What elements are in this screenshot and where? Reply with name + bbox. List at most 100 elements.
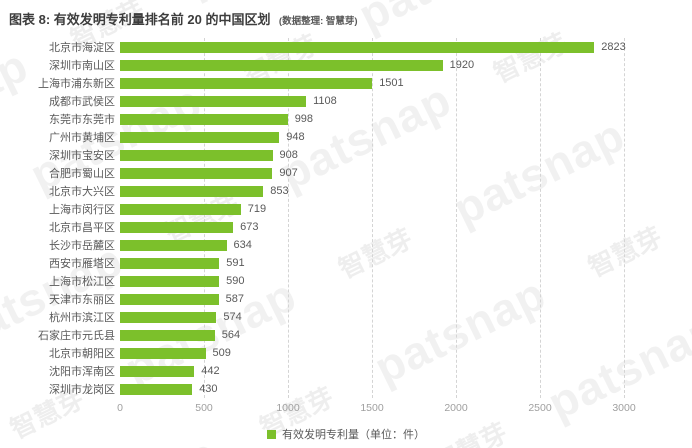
bar (120, 77, 373, 89)
chart-row: 深圳市宝安区 908 (0, 146, 692, 164)
category-label: 天津市东丽区 (49, 294, 115, 306)
bar (120, 95, 307, 107)
chart-row: 天津市东丽区 587 (0, 290, 692, 308)
bar-chart-plot-area: 北京市海淀区 2823 深圳市南山区 1920 上海市浦东新区 1501 成都市武侯区 110… (0, 38, 692, 398)
value-label: 907 (279, 167, 298, 179)
value-label: 574 (223, 311, 242, 323)
bar (120, 365, 195, 377)
category-label: 东莞市东莞市 (49, 114, 115, 126)
category-label: 北京市朝阳区 (49, 348, 115, 360)
category-label: 上海市松江区 (49, 276, 115, 288)
chart-row: 西安市雁塔区 591 (0, 254, 692, 272)
chart-row: 北京市大兴区 853 (0, 182, 692, 200)
bar (120, 311, 217, 323)
x-tick-label: 3000 (612, 402, 636, 414)
category-label: 深圳市龙岗区 (49, 384, 115, 396)
chart-title: 图表 8: 有效发明专利量排名前 20 的中国区划 (数据整理: 智慧芽) (0, 0, 692, 29)
bar (120, 347, 206, 359)
bar (120, 203, 241, 215)
chart-row: 石家庄市元氏县 564 (0, 326, 692, 344)
value-label: 719 (247, 203, 267, 215)
value-label: 853 (270, 185, 289, 197)
value-label: 430 (199, 383, 218, 395)
chart-title-note: (数据整理: 智慧芽) (278, 16, 358, 27)
value-label: 673 (240, 221, 259, 233)
gridline-layer (120, 38, 625, 398)
value-label: 587 (225, 293, 244, 305)
x-tick-label: 2500 (528, 402, 552, 414)
value-label: 1501 (379, 77, 404, 89)
chart-row: 北京市昌平区 673 (0, 218, 692, 236)
value-label: 1108 (313, 95, 337, 107)
bar (120, 41, 595, 53)
legend-color-swatch (267, 429, 276, 439)
category-label: 石家庄市元氏县 (38, 330, 115, 342)
value-label: 1920 (449, 59, 475, 71)
category-label: 西安市雁塔区 (49, 258, 115, 270)
chart-row: 北京市海淀区 2823 (0, 38, 692, 56)
bar (120, 293, 219, 305)
bar (120, 239, 227, 251)
x-tick-label: 1000 (276, 402, 300, 414)
chart-row: 成都市武侯区 1108 (0, 92, 692, 110)
category-label: 成都市武侯区 (49, 96, 115, 108)
category-label: 沈阳市浑南区 (49, 366, 115, 378)
category-label: 北京市昌平区 (49, 222, 115, 234)
category-label: 上海市浦东新区 (38, 78, 115, 90)
chart-row: 东莞市东莞市 998 (0, 110, 692, 128)
chart-row: 深圳市龙岗区 430 (0, 380, 692, 398)
chart-row: 上海市浦东新区 1501 (0, 74, 692, 92)
gridline (624, 38, 625, 398)
gridline (288, 38, 289, 398)
value-label: 509 (212, 347, 231, 359)
bar (120, 113, 288, 125)
bar (120, 131, 280, 143)
bar (120, 275, 220, 287)
chart-row: 沈阳市浑南区 442 (0, 362, 692, 380)
chart-legend: 有效发明专利量（单位：件） (0, 426, 692, 442)
chart-row: 长沙市岳麓区 634 (0, 236, 692, 254)
chart-row: 广州市黄埔区 948 (0, 128, 692, 146)
chart-row: 北京市朝阳区 509 (0, 344, 692, 362)
bar (120, 221, 234, 233)
category-label: 上海市闵行区 (49, 204, 115, 216)
value-label: 564 (221, 329, 241, 341)
value-label: 998 (294, 113, 314, 125)
gridline (372, 38, 373, 398)
category-label: 深圳市南山区 (49, 60, 115, 72)
legend-label: 有效发明专利量（单位：件） (282, 429, 425, 441)
category-label: 北京市海淀区 (49, 42, 115, 54)
bar (120, 149, 273, 161)
value-label: 2823 (601, 41, 626, 53)
bar (120, 185, 264, 197)
bar-rows: 北京市海淀区 2823 深圳市南山区 1920 上海市浦东新区 1501 成都市武侯区 110… (0, 38, 692, 398)
value-label: 442 (201, 365, 220, 377)
x-tick-label: 500 (195, 402, 213, 414)
chart-title-text: 图表 8: 有效发明专利量排名前 20 的中国区划 (9, 12, 271, 27)
chart-row: 深圳市南山区 1920 (0, 56, 692, 74)
x-tick-label: 2000 (444, 402, 468, 414)
category-label: 广州市黄埔区 (49, 132, 115, 144)
category-label: 合肥市蜀山区 (49, 168, 115, 180)
category-label: 长沙市岳麓区 (49, 240, 115, 252)
value-label: 591 (226, 257, 245, 269)
bar (120, 59, 443, 71)
chart-row: 上海市松江区 590 (0, 272, 692, 290)
category-label: 北京市大兴区 (49, 186, 115, 198)
bar (120, 329, 215, 341)
x-tick-label: 0 (117, 402, 123, 414)
gridline (204, 38, 205, 398)
value-label: 590 (226, 275, 245, 287)
category-label: 杭州市滨江区 (49, 312, 115, 324)
bar (120, 383, 193, 395)
gridline (540, 38, 541, 398)
value-label: 908 (279, 149, 298, 161)
gridline (456, 38, 457, 398)
bar (120, 257, 220, 269)
chart-row: 上海市闵行区 719 (0, 200, 692, 218)
x-tick-label: 1500 (360, 402, 384, 414)
bar (120, 167, 273, 179)
chart-row: 杭州市滨江区 574 (0, 308, 692, 326)
value-label: 634 (233, 239, 252, 251)
